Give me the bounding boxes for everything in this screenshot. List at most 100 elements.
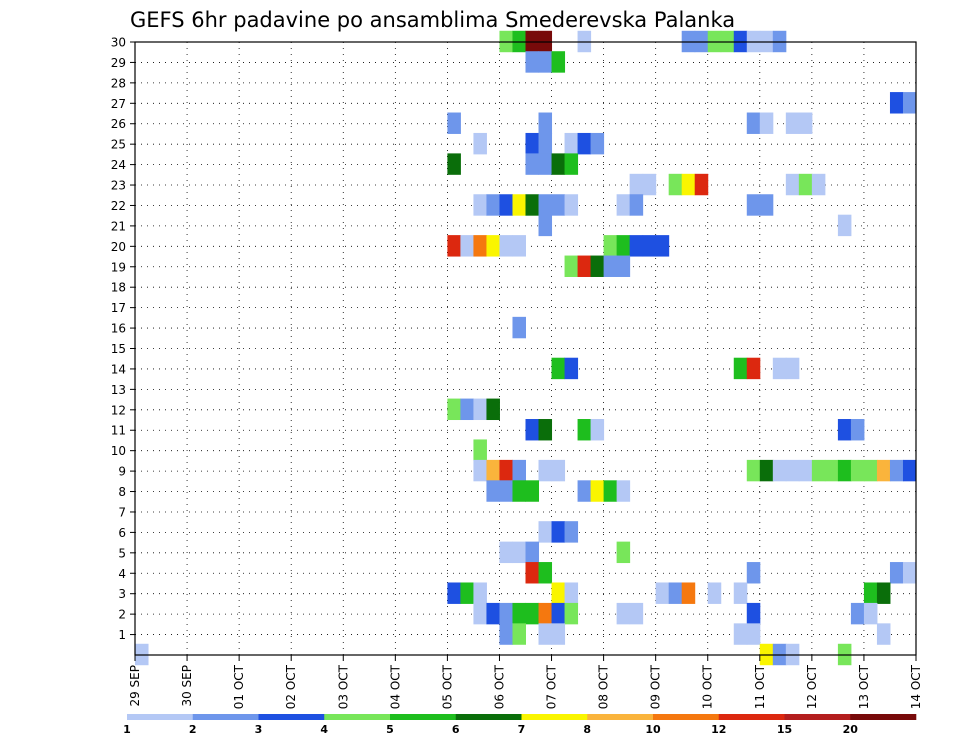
precip-cell xyxy=(876,623,891,645)
precip-cell xyxy=(798,173,813,196)
precip-cell xyxy=(642,173,657,196)
x-tick-label: 09 OCT xyxy=(649,664,663,709)
precip-cell xyxy=(564,521,579,543)
precip-cell xyxy=(668,173,683,196)
precip-cell xyxy=(837,459,852,482)
precip-cell xyxy=(447,153,461,175)
y-tick-label: 9 xyxy=(118,465,126,479)
precip-cell xyxy=(538,623,553,645)
y-tick-label: 28 xyxy=(111,76,126,90)
precip-cell xyxy=(746,112,761,134)
precip-cell xyxy=(603,255,618,277)
colorbar-label: 15 xyxy=(777,723,792,736)
precip-cell xyxy=(473,439,487,461)
precip-cell xyxy=(551,623,566,645)
precip-cell xyxy=(772,459,787,482)
precip-cell xyxy=(499,602,513,625)
precip-cell xyxy=(512,316,526,339)
precip-cell xyxy=(564,132,579,155)
precip-cell xyxy=(590,480,605,502)
y-tick-label: 14 xyxy=(111,362,126,376)
precip-cell xyxy=(902,459,917,482)
precip-cell xyxy=(525,132,540,155)
precip-cell xyxy=(486,480,500,502)
precip-cell xyxy=(564,357,579,380)
precip-cell xyxy=(772,357,787,380)
x-tick-label: 14 OCT xyxy=(909,664,923,709)
colorbar-label: 3 xyxy=(255,723,263,736)
y-tick-label: 24 xyxy=(111,158,126,172)
precip-cell xyxy=(512,459,526,482)
precip-cell xyxy=(590,255,605,277)
precip-cell xyxy=(460,235,474,257)
x-tick-label: 02 OCT xyxy=(284,664,298,709)
precip-cell xyxy=(512,623,526,645)
precip-cell xyxy=(681,173,696,196)
precip-cell xyxy=(460,398,474,421)
precip-cell xyxy=(512,602,526,625)
precip-cell xyxy=(538,602,553,625)
precip-cell xyxy=(785,173,800,196)
x-tick-label: 05 OCT xyxy=(440,664,454,709)
precip-cell xyxy=(564,582,579,604)
y-tick-label: 19 xyxy=(111,260,126,274)
precip-cell xyxy=(564,153,579,175)
precip-cell xyxy=(889,562,904,584)
y-tick-label: 26 xyxy=(111,117,126,131)
precip-cell xyxy=(577,480,592,502)
precip-cell xyxy=(499,459,513,482)
precip-cell xyxy=(603,480,618,502)
precip-cell xyxy=(512,194,526,216)
x-tick-label: 01 OCT xyxy=(232,664,246,709)
precip-cell xyxy=(538,194,553,216)
precip-cell xyxy=(447,235,461,257)
precip-cell xyxy=(473,602,487,625)
precip-cell xyxy=(538,419,553,441)
precip-cell xyxy=(499,541,513,564)
precip-cell xyxy=(551,357,566,380)
precip-cell xyxy=(473,194,487,216)
precip-cell xyxy=(811,173,826,196)
precip-cell xyxy=(798,112,813,134)
precip-cell xyxy=(850,419,865,441)
x-tick-label: 04 OCT xyxy=(388,664,402,709)
precip-cell xyxy=(746,562,761,584)
colorbar-swatch xyxy=(653,714,720,720)
precipitation-cells xyxy=(135,30,917,666)
colorbar-swatch xyxy=(784,714,851,720)
precip-cell xyxy=(538,459,553,482)
y-tick-label: 13 xyxy=(111,383,126,397)
precip-cell xyxy=(746,623,761,645)
precip-cell xyxy=(785,112,800,134)
precip-cell xyxy=(668,582,683,604)
y-tick-label: 20 xyxy=(111,240,126,254)
precip-cell xyxy=(577,132,592,155)
precip-cell xyxy=(538,153,553,175)
precip-cell xyxy=(733,357,748,380)
x-tick-label: 12 OCT xyxy=(805,664,819,709)
precip-cell xyxy=(889,92,904,114)
chart-title: GEFS 6hr padavine po ansamblima Smederev… xyxy=(130,8,735,32)
colorbar-swatch xyxy=(521,714,588,720)
precip-cell xyxy=(551,194,566,216)
colorbar: 1 2 3 4 5 6 7 8 10 12 15 20 xyxy=(123,714,917,736)
y-tick-label: 6 xyxy=(118,526,126,540)
precip-cell xyxy=(733,623,748,645)
x-tick-label: 07 OCT xyxy=(545,664,559,709)
precip-cell xyxy=(499,235,513,257)
precip-cell xyxy=(759,112,774,134)
colorbar-swatch xyxy=(390,714,457,720)
precip-cell xyxy=(564,255,579,277)
y-tick-label: 7 xyxy=(118,505,126,519)
precip-cell xyxy=(499,480,513,502)
precip-cell xyxy=(512,541,526,564)
precip-cell xyxy=(616,602,631,625)
colorbar-swatch xyxy=(324,714,391,720)
precip-cell xyxy=(525,194,540,216)
precip-cell xyxy=(473,398,487,421)
y-tick-label: 4 xyxy=(118,567,126,581)
precip-cell xyxy=(850,459,865,482)
precip-cell xyxy=(551,459,566,482)
y-tick-label: 15 xyxy=(111,342,126,356)
precip-cell xyxy=(473,132,487,155)
